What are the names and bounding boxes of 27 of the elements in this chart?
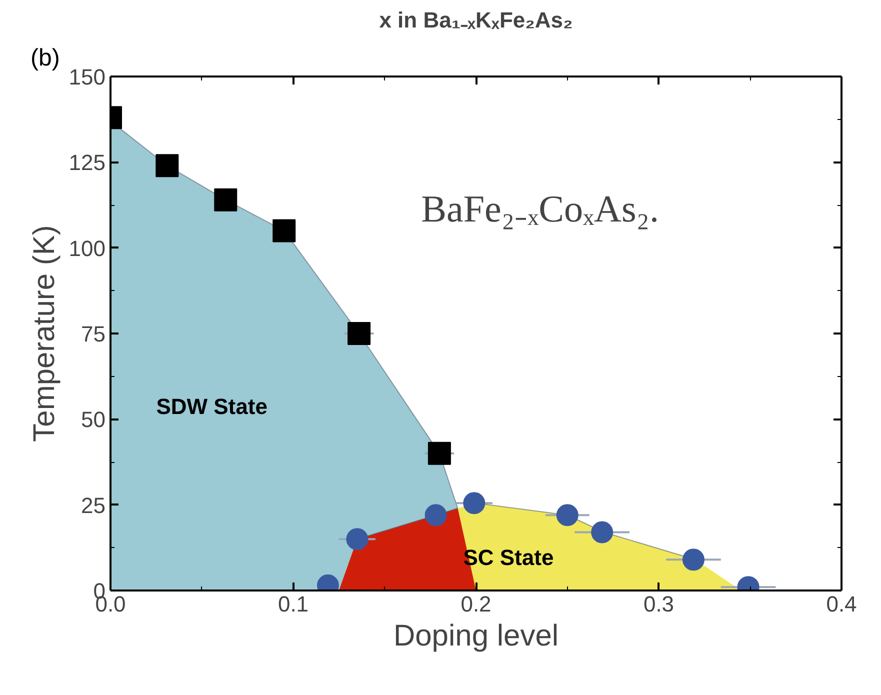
- point: [214, 188, 238, 212]
- annotation: BaFe₂₋ₓCoₓAs₂.: [421, 188, 660, 231]
- y-tick-label: 75: [81, 322, 106, 346]
- point: [463, 492, 486, 514]
- x-tick-label: 0.2: [460, 592, 492, 616]
- point: [556, 504, 578, 526]
- y-axis-title: Temperature (K): [28, 225, 61, 442]
- text: (b): [30, 44, 60, 72]
- annotation: SDW State: [156, 394, 268, 420]
- y-tick-label: 25: [81, 492, 106, 518]
- point: [156, 154, 179, 178]
- y-tick-label: 150: [68, 64, 106, 90]
- x-tick-label: 0.3: [643, 592, 674, 616]
- y-tick-label: 100: [68, 236, 106, 261]
- point: [428, 442, 451, 465]
- y-tick-label: 50: [81, 407, 106, 432]
- x-tick-label: 0.4: [826, 592, 857, 616]
- x-tick-label: 0.1: [278, 592, 309, 616]
- chart-title: x in Ba₁₋ₓKₓFe₂As₂: [379, 8, 573, 32]
- point: [682, 548, 704, 571]
- x-axis-title: Doping level: [393, 620, 559, 652]
- point: [348, 322, 371, 345]
- point: [424, 504, 447, 526]
- point: [591, 521, 614, 544]
- y-tick-label: 125: [68, 150, 106, 176]
- point: [272, 219, 296, 242]
- point: [346, 528, 368, 550]
